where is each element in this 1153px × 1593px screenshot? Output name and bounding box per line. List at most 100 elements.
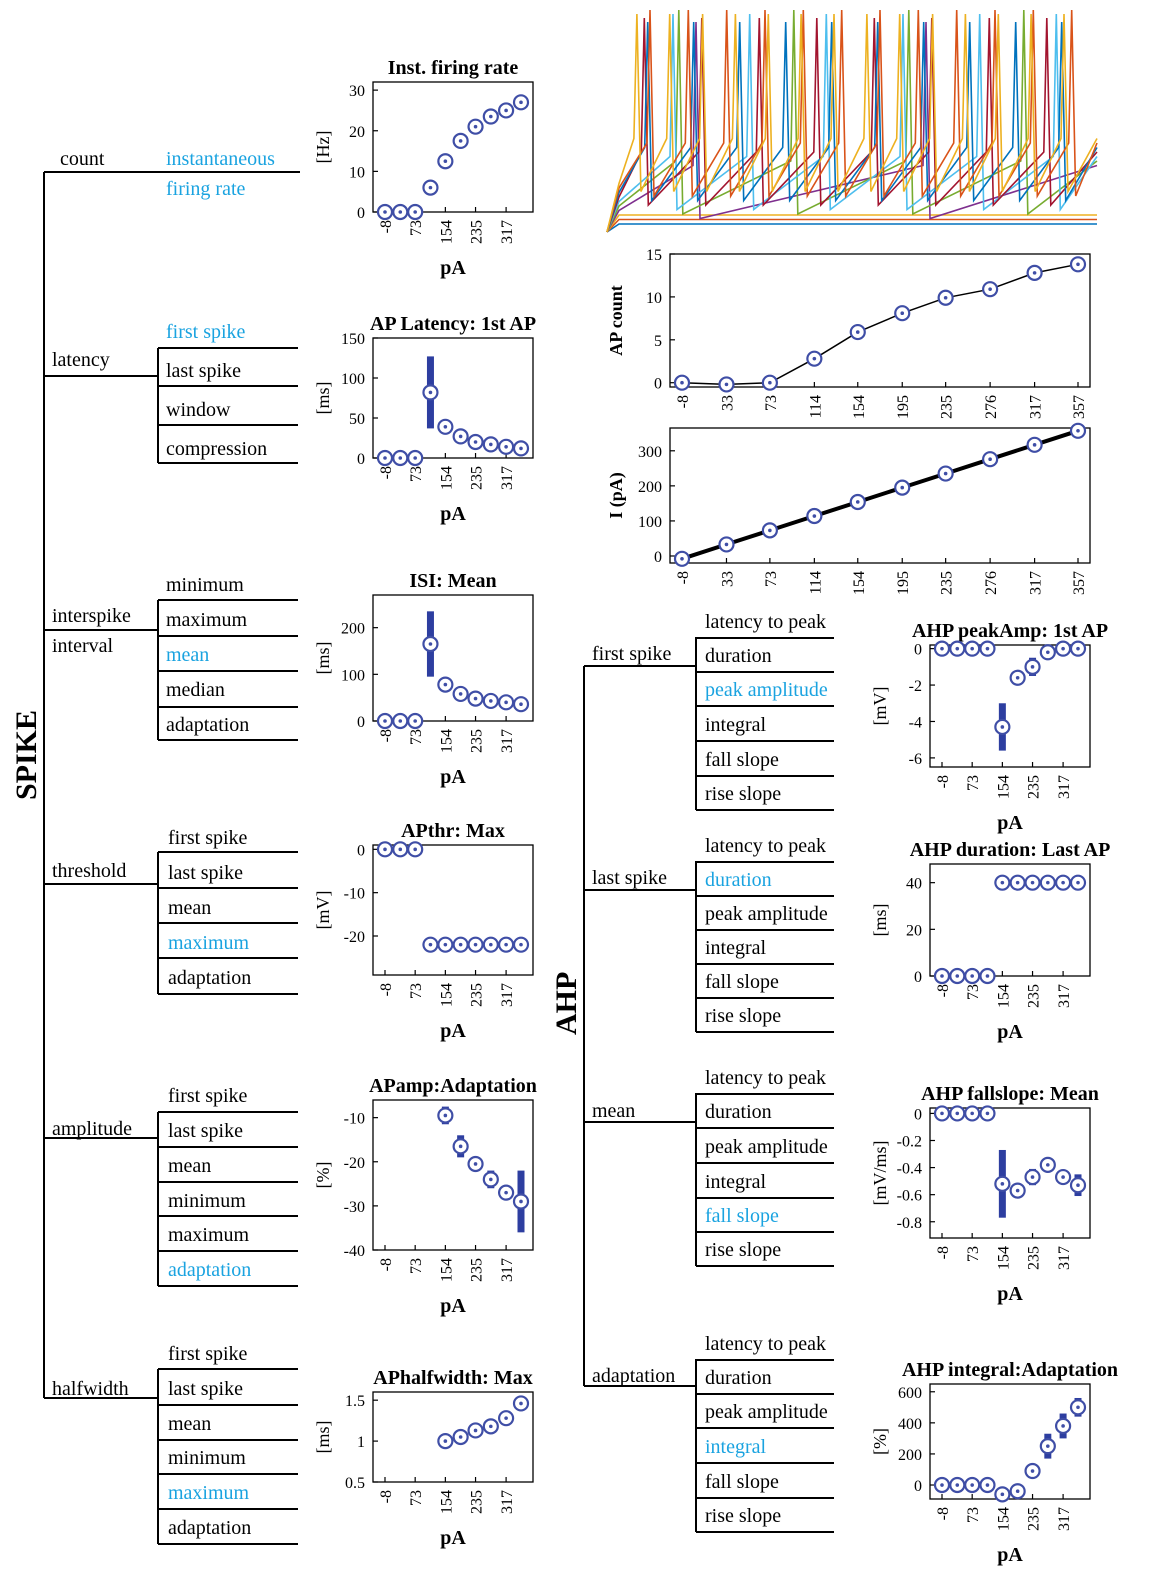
data-point-center — [413, 719, 417, 723]
y-tick-label: 40 — [906, 876, 922, 893]
data-point-center — [458, 692, 463, 696]
chart-6: 0 5 10 15 AP count -8 33 73 114 154 195 235 276 317 35… — [606, 247, 1091, 419]
data-point-center — [398, 847, 403, 852]
x-tick-label: 114 — [807, 571, 824, 594]
x-tick-label: -8 — [935, 775, 952, 788]
chart-frame — [372, 81, 534, 213]
x-axis-label: pA — [440, 257, 466, 279]
y-tick-label: 400 — [898, 1416, 922, 1433]
chart-frame — [372, 594, 534, 722]
data-point-center — [1076, 880, 1080, 885]
chart-4: APamp:Adaptation-10 -20 -30 -40 [%] -8 73 154 23… — [313, 1075, 537, 1317]
x-tick-label: 33 — [719, 395, 736, 411]
x-tick-label: 73 — [408, 729, 425, 745]
x-tick-label: 276 — [983, 395, 1000, 419]
data-point-center — [413, 847, 417, 852]
chart-frame — [669, 427, 1091, 564]
y-tick-label: -10 — [344, 1111, 365, 1128]
data-point-center — [1000, 880, 1005, 885]
x-axis-label: pA — [440, 766, 466, 788]
ahp-feature-label: rise slope — [705, 1005, 781, 1027]
ahp-feature-label: fall slope — [705, 971, 779, 993]
data-point-center — [1046, 1163, 1050, 1167]
y-axis-label: [mV] — [870, 687, 890, 726]
data-point-center — [473, 1428, 478, 1433]
spike-feature-label: last spike — [168, 1120, 243, 1142]
x-tick-label: 317 — [499, 466, 516, 490]
x-axis-label: pA — [440, 1020, 466, 1042]
data-point-center — [398, 456, 403, 460]
chart-frame — [372, 1391, 534, 1483]
data-point-center — [443, 1439, 448, 1443]
x-tick-label: 154 — [438, 1490, 455, 1514]
data-point-center — [1076, 429, 1080, 433]
y-axis-label: [ms] — [313, 382, 333, 415]
data-point-center — [383, 847, 387, 852]
data-point-center — [724, 382, 729, 387]
y-axis-label: [%] — [313, 1162, 333, 1189]
y-axis-label: [ms] — [313, 642, 333, 675]
x-tick-label: -8 — [935, 984, 952, 997]
chart-frame — [929, 644, 1091, 768]
data-point-center — [985, 1111, 990, 1116]
spike-feature-label: compression — [166, 438, 267, 460]
y-tick-label: 0.5 — [345, 1475, 365, 1492]
chart-frame — [929, 1107, 1091, 1239]
chart-0: Inst. firing rate 0 10 20 30 [Hz] -8 73 154 235 31… — [313, 57, 534, 279]
data-point-center — [443, 682, 448, 687]
x-tick-label: 235 — [469, 1490, 486, 1514]
y-tick-label: 15 — [646, 247, 662, 264]
data-point-center — [943, 295, 948, 300]
data-point-center — [1061, 880, 1065, 885]
data-point-center — [724, 542, 729, 547]
data-point-center — [1030, 1175, 1035, 1179]
data-point-center — [519, 1401, 523, 1406]
ahp-title: AHP — [550, 972, 583, 1035]
spike-group-label: threshold — [52, 860, 126, 882]
y-axis-label: [Hz] — [313, 131, 333, 164]
x-tick-label: -8 — [378, 1258, 395, 1271]
data-point-center — [443, 1113, 448, 1118]
ahp-feature-label: peak amplitude — [705, 1401, 828, 1423]
x-tick-label: 73 — [965, 1246, 982, 1262]
data-point-center — [970, 646, 974, 651]
voltage-trace — [606, 21, 1098, 233]
data-point-center — [955, 974, 960, 978]
x-tick-label: 235 — [939, 395, 956, 419]
chart-frame — [929, 1383, 1091, 1500]
data-point-center — [504, 700, 508, 705]
x-tick-label: 357 — [1071, 395, 1088, 419]
ahp-feature-label: rise slope — [705, 783, 781, 805]
spike-feature-label: maximum — [166, 609, 248, 631]
ahp-feature-label: duration — [705, 1367, 772, 1389]
data-point-center — [943, 471, 948, 476]
x-tick-label: 154 — [438, 983, 455, 1007]
data-point-center — [812, 514, 817, 518]
ahp-group-label: adaptation — [592, 1365, 675, 1387]
y-tick-label: -4 — [909, 714, 922, 731]
data-point-center — [473, 1162, 478, 1166]
x-tick-label: 73 — [965, 1507, 982, 1523]
x-tick-label: -8 — [935, 1507, 952, 1520]
y-tick-label: -0.4 — [897, 1161, 922, 1178]
x-tick-label: 73 — [408, 220, 425, 236]
x-tick-label: 73 — [408, 1490, 425, 1506]
chart-2: ISI: Mean 0 100 200 [ms] -8 73 154 235 317 pA — [313, 570, 534, 788]
spike-feature-label: adaptation — [168, 1517, 251, 1539]
data-point-center — [1030, 880, 1035, 885]
y-tick-label: 600 — [898, 1385, 922, 1402]
y-tick-label: 30 — [349, 83, 365, 100]
y-axis-label: [mV/ms] — [870, 1141, 890, 1206]
data-point-center — [1032, 271, 1037, 275]
spike-feature-label: mean — [166, 644, 209, 666]
data-point-center — [519, 702, 523, 706]
data-point-center — [1015, 1489, 1020, 1494]
ahp-feature-label: integral — [705, 937, 767, 959]
ahp-group-label: first spike — [592, 643, 672, 665]
data-point-center — [680, 556, 684, 561]
data-point-center — [955, 1483, 960, 1487]
spike-feature-label: first spike — [168, 827, 248, 849]
x-tick-label: 235 — [1026, 1507, 1043, 1531]
data-point-center — [1030, 665, 1035, 669]
